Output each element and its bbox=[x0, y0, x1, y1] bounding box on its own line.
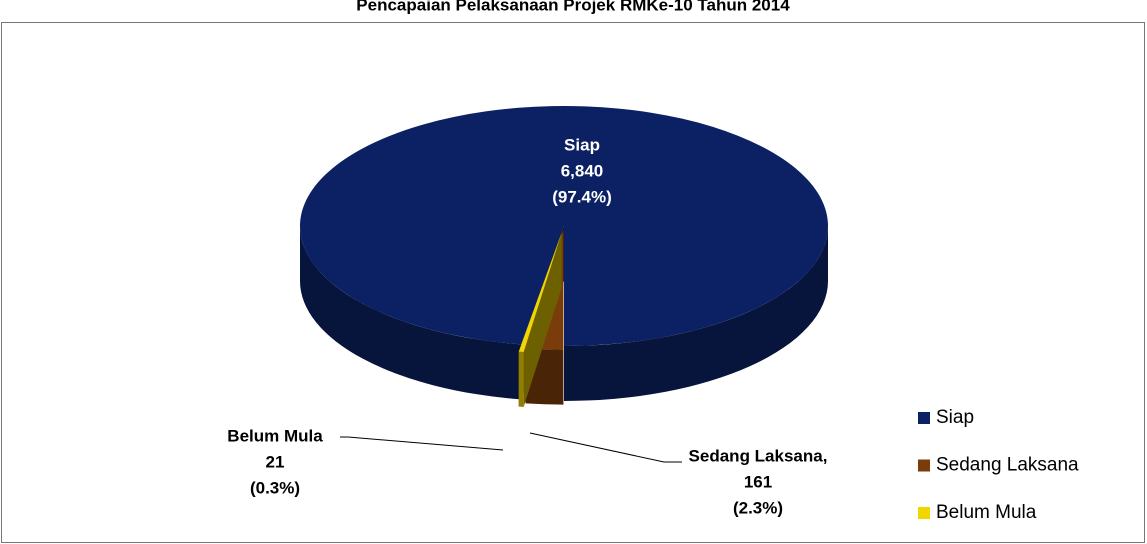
data-label: 6,840 bbox=[561, 161, 604, 180]
slice-side bbox=[300, 226, 522, 400]
legend-label: Sedang Laksana bbox=[936, 455, 1079, 476]
leader-line bbox=[340, 436, 504, 451]
chart-title: Pencapaian Pelaksanaan Projek RMKe-10 Ta… bbox=[356, 0, 790, 14]
legend-swatch bbox=[918, 459, 930, 472]
leader-line bbox=[529, 432, 682, 463]
data-label: Sedang Laksana, bbox=[689, 446, 828, 465]
data-label: Siap bbox=[564, 135, 600, 154]
legend-swatch bbox=[918, 412, 930, 424]
legend-swatch bbox=[918, 507, 930, 519]
data-label: (2.3%) bbox=[733, 498, 783, 517]
data-label: Belum Mula bbox=[227, 426, 323, 445]
data-label: 161 bbox=[744, 472, 772, 491]
data-labels: Siap 6,840 (97.4%) Sedang Laksana, 161 (2.3%)… bbox=[227, 135, 827, 517]
slice-side bbox=[564, 226, 828, 401]
legend: Siap Sedang Laksana Belum Mula bbox=[918, 407, 1079, 523]
slice-side bbox=[518, 233, 562, 407]
legend-label: Belum Mula bbox=[936, 502, 1037, 523]
legend-label: Siap bbox=[936, 407, 974, 428]
slice bbox=[518, 233, 562, 352]
data-label: (97.4%) bbox=[552, 187, 612, 206]
slice bbox=[299, 106, 828, 346]
slice-side bbox=[518, 351, 524, 407]
data-label: (0.3%) bbox=[250, 478, 300, 497]
data-label: 21 bbox=[266, 452, 285, 471]
pie bbox=[299, 106, 828, 407]
